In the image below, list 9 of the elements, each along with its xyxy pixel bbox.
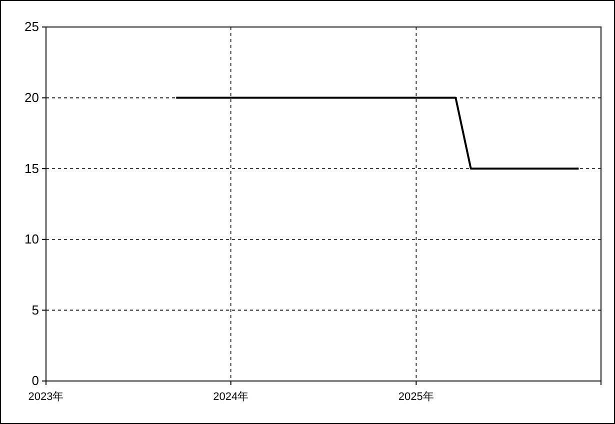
y-tick-label: 15 (24, 160, 39, 176)
y-tick-label: 20 (24, 90, 39, 105)
y-tick-label: 5 (32, 302, 39, 318)
y-tick-label: 10 (24, 232, 39, 247)
y-tick-label: 0 (32, 373, 39, 388)
y-tick-label: 25 (24, 19, 39, 34)
x-tick-label: 2023年 (28, 391, 64, 404)
x-tick-label: 2025年 (398, 391, 434, 404)
x-tick-label: 2024年 (213, 391, 249, 404)
